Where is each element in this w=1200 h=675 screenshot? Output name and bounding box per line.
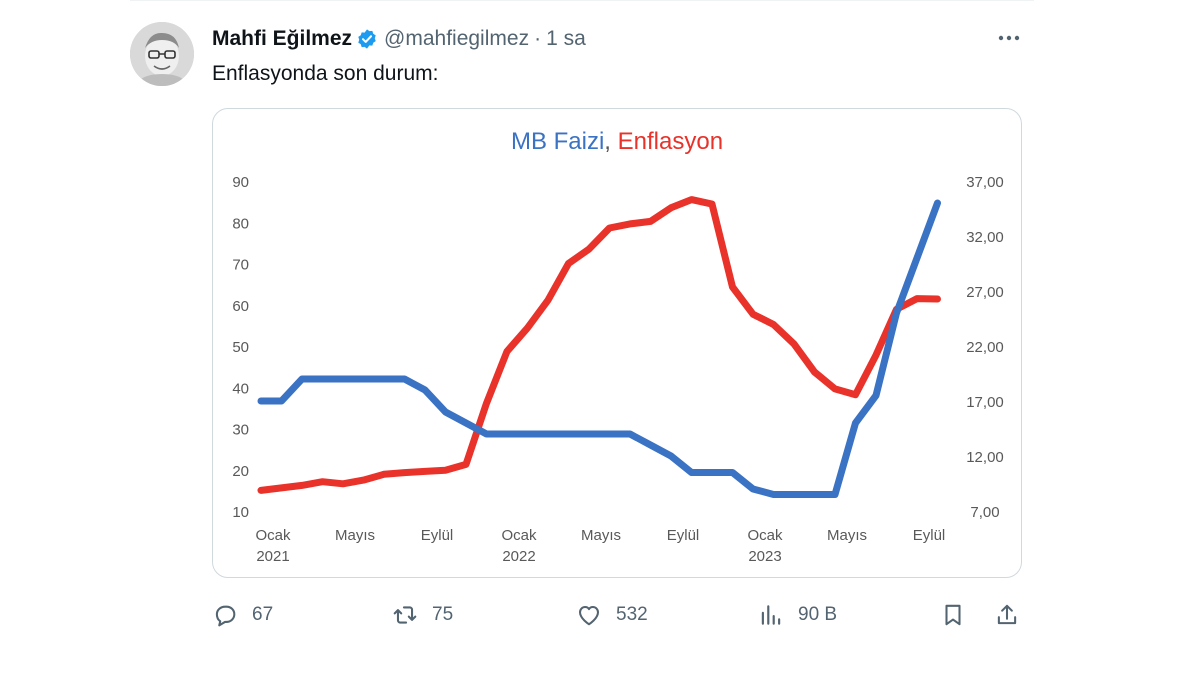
x-axis-tick-year: 2023 — [748, 548, 781, 565]
left-axis-tick-label: 10 — [232, 504, 249, 521]
x-axis-tick-label: Ocak — [747, 527, 783, 544]
tweet-text: Enflasyonda son durum: — [212, 62, 439, 85]
right-axis-tick-label: 27,00 — [966, 284, 1004, 301]
right-axis: 7,00 12,00 17,00 22,00 27,00 32,00 37,00 — [966, 174, 1004, 521]
chart-title-mb-faizi: MB Faizi — [511, 128, 604, 155]
retweet-count: 75 — [432, 604, 454, 625]
x-axis-tick-year: 2021 — [256, 548, 289, 565]
right-axis-tick-label: 37,00 — [966, 174, 1004, 191]
tweet-actions: 67 75 532 90 B — [212, 598, 1024, 632]
chart-title: MB Faizi, Enflasyon — [511, 128, 723, 155]
right-axis-tick-label: 7,00 — [970, 504, 999, 521]
reply-count: 67 — [252, 604, 274, 625]
tweet-header: Mahfi Eğilmez @mahfiegilmez · 1 sa — [212, 26, 586, 52]
heart-icon — [578, 605, 600, 626]
left-axis-tick-label: 90 — [232, 174, 249, 191]
like-button[interactable]: 532 — [576, 598, 648, 632]
more-options-icon[interactable] — [996, 28, 1022, 48]
tweet-timestamp[interactable]: 1 sa — [546, 27, 586, 50]
right-axis-tick-label: 32,00 — [966, 229, 1004, 246]
x-axis-tick-label: Mayıs — [827, 527, 867, 544]
right-axis-tick-label: 12,00 — [966, 449, 1004, 466]
x-axis-tick-label: Eylül — [667, 527, 700, 544]
x-axis-tick-label: Eylül — [421, 527, 454, 544]
line-chart: MB Faizi, Enflasyon 10 20 30 40 50 60 70 80 90 7… — [232, 128, 1004, 565]
x-axis-tick-label: Mayıs — [581, 527, 621, 544]
left-axis-tick-label: 60 — [232, 298, 249, 315]
left-axis: 10 20 30 40 50 60 70 80 90 — [232, 174, 249, 521]
bookmark-icon — [945, 604, 961, 626]
right-axis-tick-label: 17,00 — [966, 394, 1004, 411]
right-axis-tick-label: 22,00 — [966, 339, 1004, 356]
x-axis: Ocak 2021 Mayıs Eylül Ocak 2022 Mayıs Eylül Ocak… — [255, 527, 945, 565]
left-axis-tick-label: 70 — [232, 257, 249, 274]
reply-icon — [215, 605, 236, 627]
verified-badge-icon — [358, 29, 376, 49]
author-name[interactable]: Mahfi Eğilmez — [212, 27, 353, 50]
bookmark-button[interactable] — [940, 598, 966, 632]
avatar[interactable] — [130, 22, 194, 86]
like-count: 532 — [616, 604, 648, 625]
plot-area — [257, 196, 941, 498]
x-axis-tick-label: Ocak — [255, 527, 291, 544]
author-handle[interactable]: @mahfiegilmez — [384, 27, 530, 50]
views-count: 90 B — [798, 604, 838, 625]
left-axis-tick-label: 30 — [232, 422, 249, 439]
x-axis-tick-label: Mayıs — [335, 527, 375, 544]
tweet-media-chart[interactable]: MB Faizi, Enflasyon 10 20 30 40 50 60 70 80 90 7… — [212, 108, 1022, 578]
top-divider — [130, 0, 1034, 1]
x-axis-tick-year: 2022 — [502, 548, 535, 565]
views-button[interactable]: 90 B — [758, 598, 837, 632]
series-line-enflasyon — [257, 196, 941, 494]
views-analytics-icon — [761, 605, 781, 625]
share-icon — [997, 604, 1017, 625]
share-button[interactable] — [994, 598, 1020, 632]
retweet-button[interactable]: 75 — [392, 598, 453, 632]
x-axis-tick-label: Eylül — [913, 527, 946, 544]
chart-title-separator: , — [604, 128, 617, 155]
left-axis-tick-label: 20 — [232, 463, 249, 480]
left-axis-tick-label: 40 — [232, 380, 249, 397]
x-axis-tick-label: Ocak — [501, 527, 537, 544]
chart-title-enflasyon: Enflasyon — [618, 128, 723, 155]
series-line-mb-faizi — [257, 199, 941, 498]
left-axis-tick-label: 80 — [232, 215, 249, 232]
avatar-portrait — [130, 22, 194, 86]
left-axis-tick-label: 50 — [232, 339, 249, 356]
header-separator: · — [534, 27, 542, 50]
retweet-icon — [393, 606, 417, 624]
reply-button[interactable]: 67 — [212, 598, 273, 632]
